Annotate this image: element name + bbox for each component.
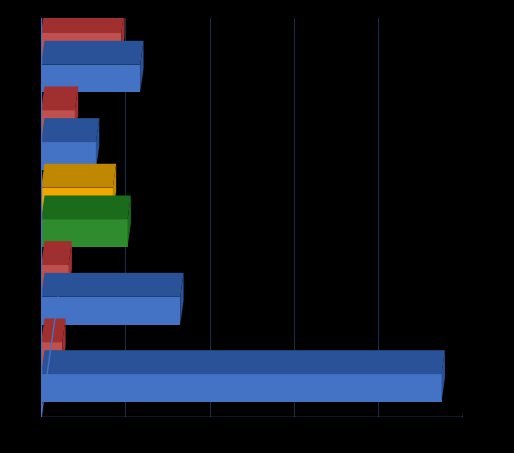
Polygon shape (41, 41, 143, 65)
Polygon shape (41, 342, 62, 370)
Polygon shape (113, 164, 116, 216)
Polygon shape (41, 118, 99, 142)
Polygon shape (140, 41, 143, 92)
Polygon shape (96, 118, 99, 170)
Polygon shape (41, 9, 124, 33)
Polygon shape (121, 9, 124, 61)
Polygon shape (41, 219, 127, 247)
Polygon shape (41, 111, 75, 138)
Polygon shape (41, 273, 183, 297)
Polygon shape (68, 241, 72, 293)
Polygon shape (41, 350, 445, 374)
Polygon shape (41, 297, 180, 324)
Polygon shape (41, 241, 72, 265)
Polygon shape (41, 374, 442, 402)
Polygon shape (180, 273, 183, 324)
Polygon shape (41, 33, 121, 61)
Polygon shape (41, 142, 96, 170)
Polygon shape (41, 188, 113, 216)
Polygon shape (41, 265, 68, 293)
Polygon shape (41, 164, 116, 188)
Polygon shape (75, 87, 78, 138)
Polygon shape (62, 318, 66, 370)
Polygon shape (41, 196, 131, 219)
Polygon shape (41, 318, 66, 342)
Polygon shape (127, 196, 131, 247)
Polygon shape (442, 350, 445, 402)
Polygon shape (41, 87, 78, 111)
Polygon shape (41, 65, 140, 92)
